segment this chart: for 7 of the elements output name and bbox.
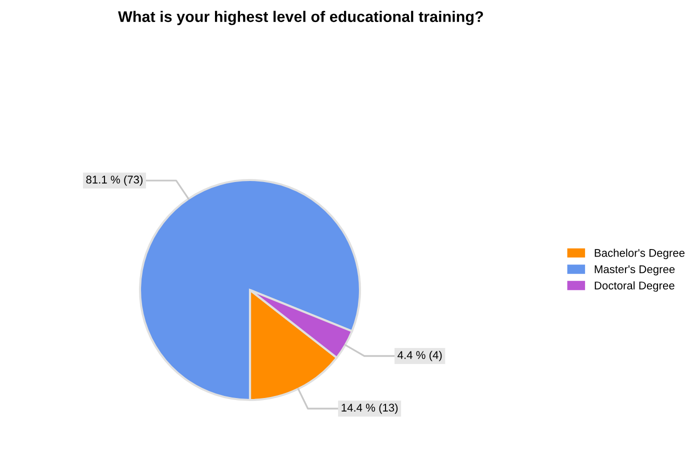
legend-label: Bachelor's Degree: [594, 248, 685, 260]
legend-label: Master's Degree: [594, 265, 675, 276]
data-label: 14.4 % (13): [342, 403, 398, 414]
legend-label: Doctoral Degree: [594, 281, 674, 292]
data-label: 4.4 % (4): [398, 350, 442, 362]
chart-title: What is your highest level of educational training?: [118, 10, 483, 26]
data-label: 81.1 % (73): [86, 175, 142, 186]
